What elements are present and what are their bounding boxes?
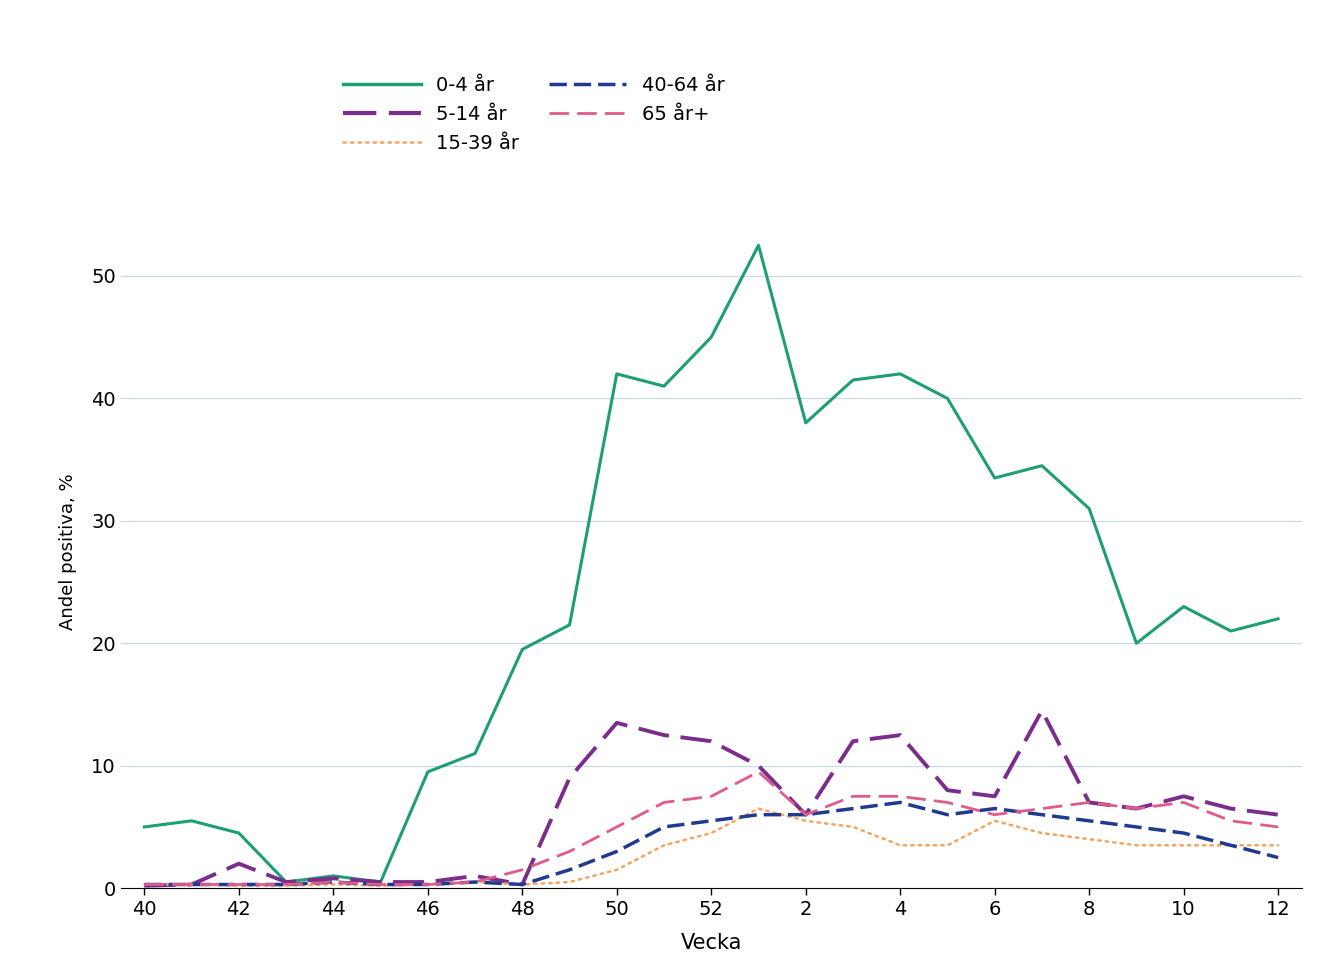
Legend: 0-4 år, 5-14 år, 15-39 år, 40-64 år, 65 år+: 0-4 år, 5-14 år, 15-39 år, 40-64 år, 65 … [344, 76, 725, 152]
X-axis label: Vecka: Vecka [680, 933, 742, 953]
Y-axis label: Andel positiva, %: Andel positiva, % [59, 473, 78, 630]
